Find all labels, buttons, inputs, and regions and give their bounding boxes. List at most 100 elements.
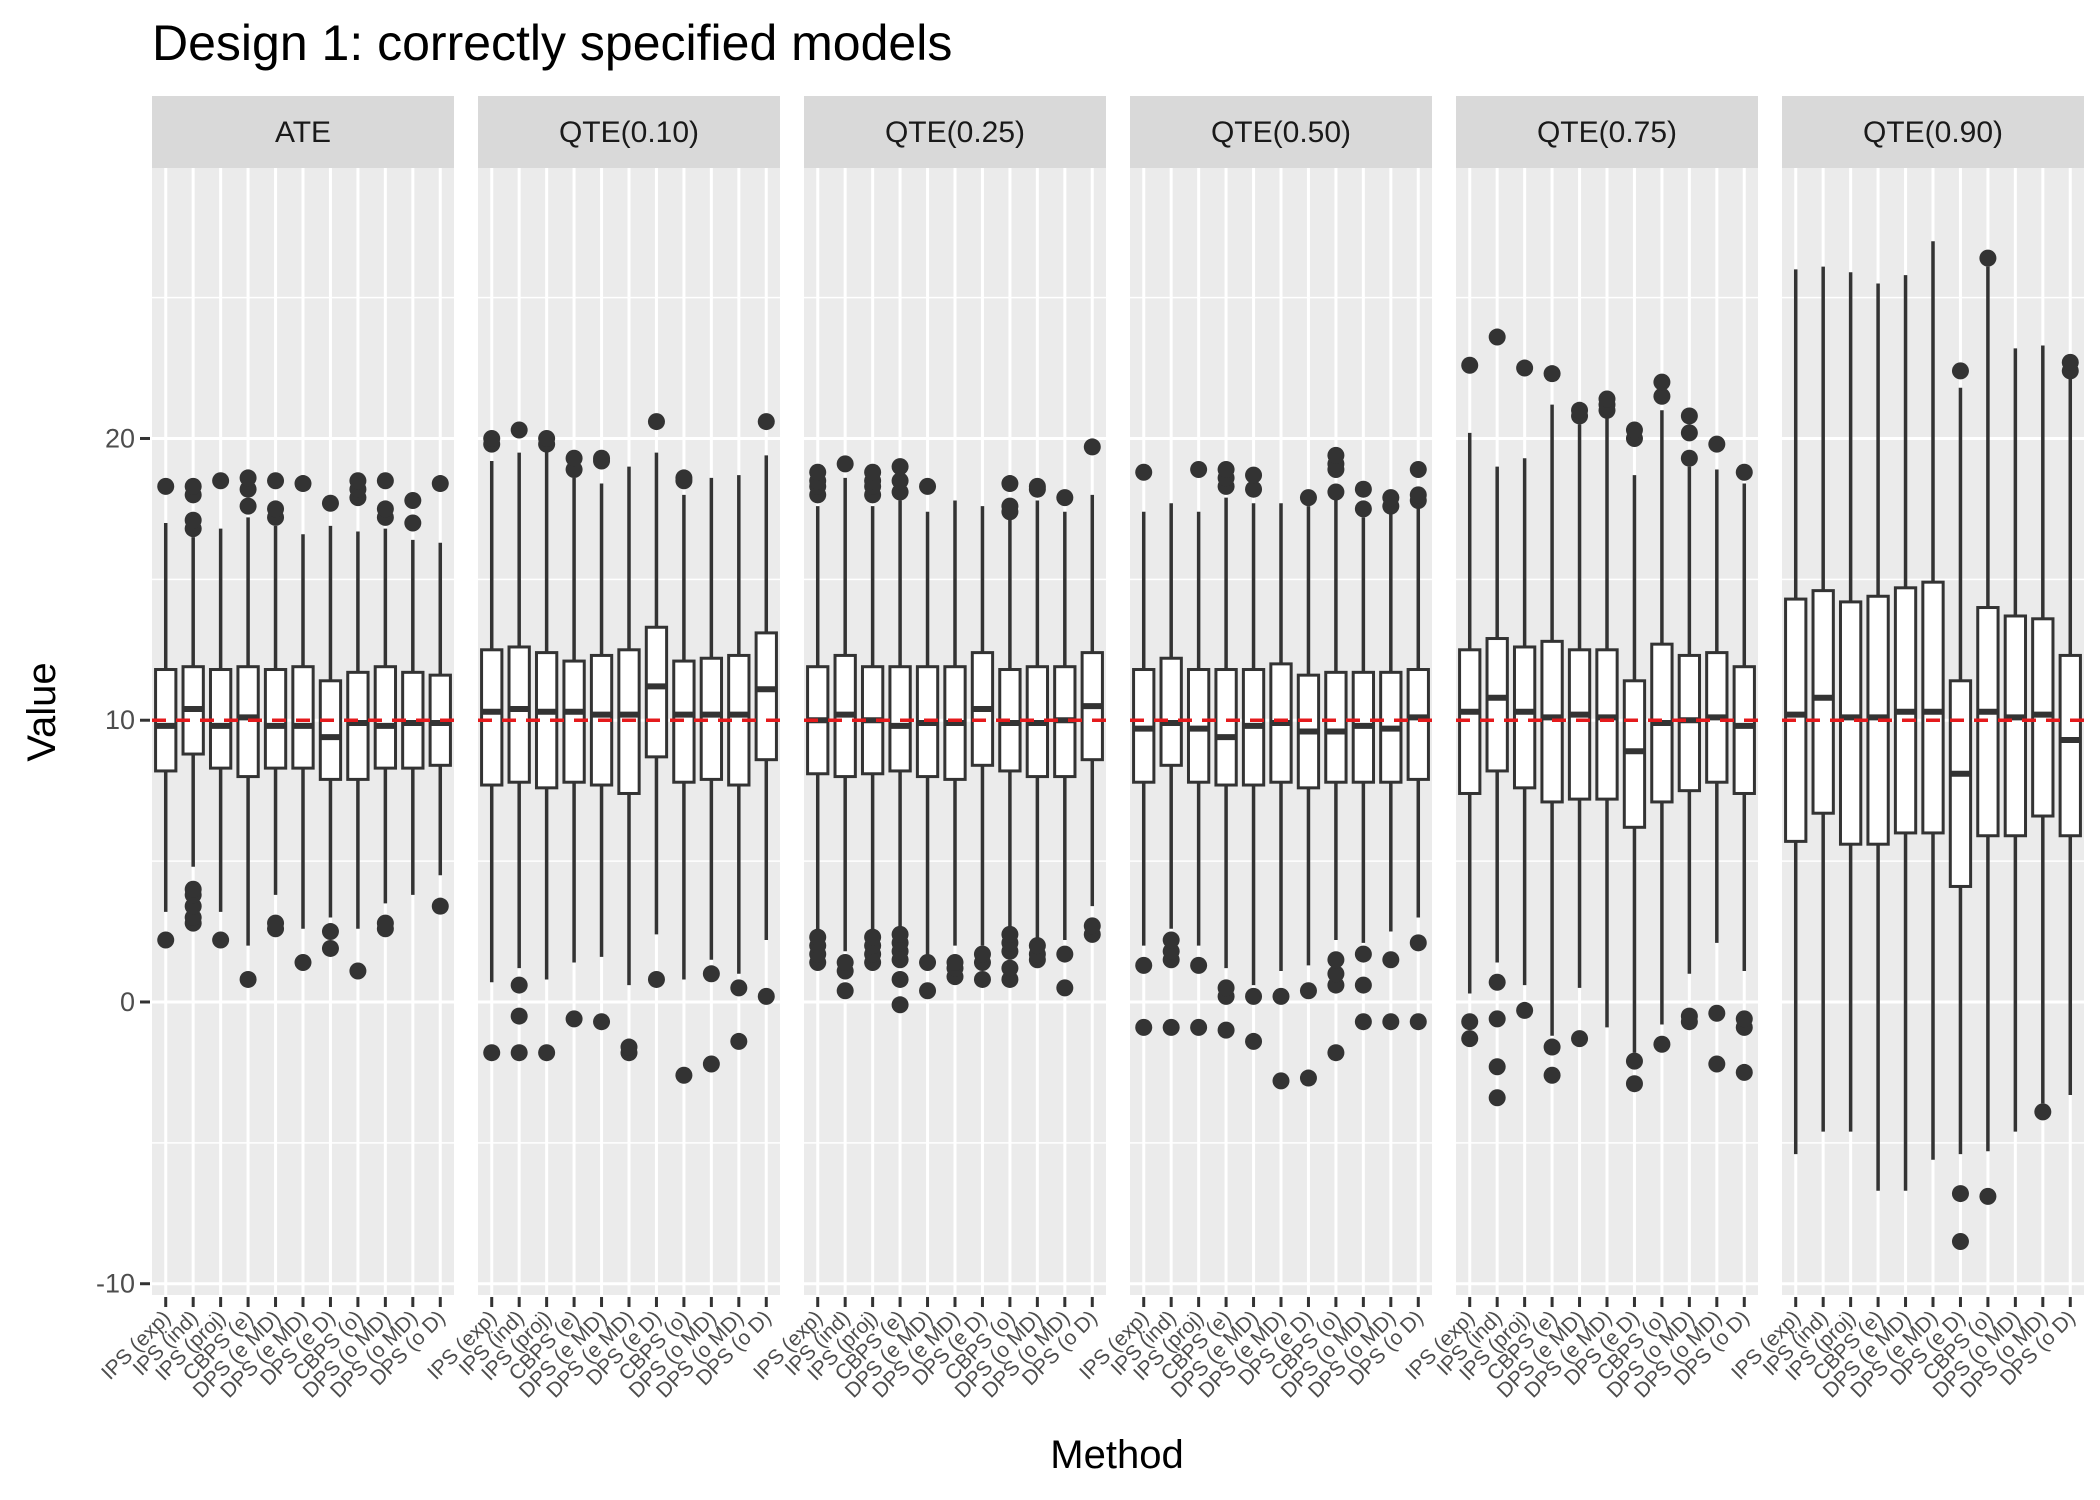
outlier-point [1382, 1013, 1400, 1031]
outlier-point [1951, 1185, 1969, 1203]
y-axis-title: Value [20, 662, 64, 761]
outlier-point [1135, 1018, 1153, 1036]
box-mark [291, 475, 315, 972]
outlier-point [376, 472, 394, 490]
outlier-point [1083, 438, 1101, 456]
outlier-point [1488, 973, 1506, 991]
outlier-point [1488, 328, 1506, 346]
box-mark [1053, 489, 1077, 997]
outlier-point [675, 469, 693, 487]
outlier-point [647, 413, 665, 431]
outlier-point [1354, 976, 1372, 994]
box-mark [2058, 353, 2082, 1095]
box-iqr [2003, 614, 2028, 838]
box-iqr [1838, 600, 1863, 846]
box-iqr [1811, 589, 1835, 815]
box-mark [2003, 348, 2028, 1132]
outlier-point [809, 928, 827, 946]
outlier-point [1708, 435, 1726, 453]
facet-strip [152, 96, 454, 168]
box-mark [1485, 328, 1509, 1107]
y-tick-label: 0 [120, 987, 135, 1017]
facet-strip-label: ATE [275, 116, 331, 149]
outlier-point [267, 472, 285, 490]
outlier-point [919, 954, 937, 972]
box-mark [1159, 503, 1183, 1036]
outlier-point [1409, 486, 1427, 504]
outlier-point [1735, 463, 1753, 481]
box-mark [1948, 362, 1973, 1250]
box-mark [318, 494, 343, 957]
outlier-point [1461, 1030, 1479, 1048]
outlier-point [1461, 1013, 1479, 1031]
outlier-point [702, 965, 720, 983]
outlier-point [919, 477, 937, 495]
outlier-point [157, 931, 175, 949]
outlier-point [891, 925, 909, 943]
outlier-point [349, 962, 367, 980]
outlier-point [1354, 500, 1372, 518]
outlier-point [1217, 1021, 1235, 1039]
outlier-point [510, 421, 528, 439]
outlier-point [565, 1010, 583, 1028]
outlier-point [1245, 466, 1263, 484]
box-iqr [1948, 679, 1973, 888]
outlier-point [321, 939, 339, 957]
box-iqr [2058, 653, 2082, 838]
box-iqr [291, 665, 315, 770]
outlier-point [730, 1032, 748, 1050]
x-axis-title: Method [1050, 1433, 1183, 1477]
box-mark [1186, 460, 1211, 1036]
outlier-point [1299, 982, 1317, 1000]
outlier-point [184, 511, 202, 529]
outlier-point [973, 945, 991, 963]
outlier-point [1543, 1066, 1561, 1084]
outlier-point [294, 475, 312, 493]
box-mark [833, 455, 857, 1000]
outlier-point [1461, 356, 1479, 374]
box-mark [1811, 266, 1835, 1132]
box-mark [1732, 463, 1756, 1081]
box-mark [1838, 272, 1863, 1132]
box-iqr [507, 645, 531, 784]
box-iqr [1512, 645, 1537, 790]
outlier-point [1543, 365, 1561, 383]
box-iqr [1921, 580, 1945, 835]
box-mark [1677, 407, 1702, 1031]
outlier-point [431, 475, 449, 493]
outlier-point [184, 880, 202, 898]
outlier-point [239, 970, 257, 988]
facet-strip [1130, 96, 1432, 168]
outlier-point [1409, 1013, 1427, 1031]
outlier-point [1245, 987, 1263, 1005]
outlier-point [1135, 956, 1153, 974]
outlier-point [1516, 1001, 1534, 1019]
outlier-point [973, 970, 991, 988]
outlier-point [1951, 362, 1969, 380]
facet-strip-label: QTE(0.10) [559, 116, 699, 149]
box-mark [1512, 359, 1537, 1019]
facet-strip-label: QTE(0.90) [1863, 116, 2003, 149]
chart-title: Design 1: correctly specified models [152, 15, 952, 71]
facet-strip-label: QTE(0.75) [1537, 116, 1677, 149]
box-iqr [1159, 656, 1183, 767]
outlier-point [349, 472, 367, 490]
outlier-point [239, 469, 257, 487]
outlier-point [1708, 1004, 1726, 1022]
facet-panel: QTE(0.10)IPS (exp)IPS (ind)IPS (proj)CBP… [423, 96, 780, 1403]
box-iqr [373, 665, 398, 770]
outlier-point [1571, 401, 1589, 419]
outlier-point [1245, 1032, 1263, 1050]
outlier-point [1735, 1010, 1753, 1028]
outlier-point [565, 449, 583, 467]
box-mark [943, 500, 967, 986]
box-mark [1622, 421, 1647, 1093]
outlier-point [1217, 979, 1235, 997]
outlier-point [757, 413, 775, 431]
facet-panel: QTE(0.90)IPS (exp)IPS (ind)IPS (proj)CBP… [1727, 96, 2084, 1403]
outlier-point [538, 429, 556, 447]
outlier-point [1001, 925, 1019, 943]
outlier-point [1056, 979, 1074, 997]
box-mark [806, 463, 830, 972]
